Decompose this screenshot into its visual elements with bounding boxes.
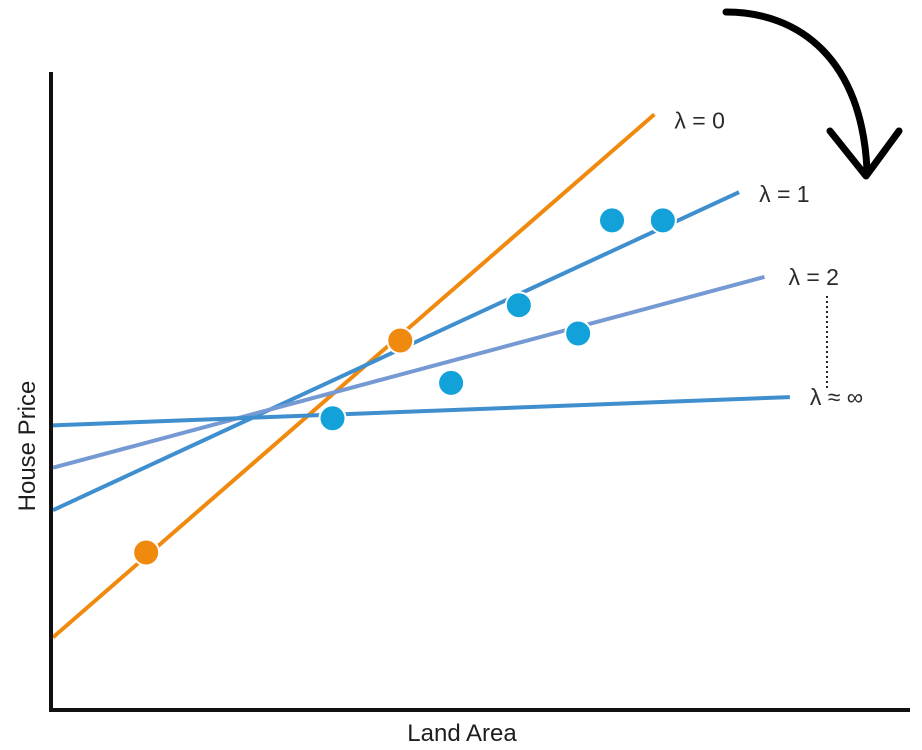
series-line-3 bbox=[52, 395, 790, 428]
data-points bbox=[132, 206, 677, 567]
test-point-2 bbox=[504, 291, 533, 320]
test-point-5 bbox=[648, 206, 677, 235]
series-label-0: λ = 0 bbox=[674, 107, 725, 133]
y-axis-title: House Price bbox=[14, 381, 41, 512]
series-label-3: λ ≈ ∞ bbox=[810, 384, 863, 410]
test-point-3 bbox=[564, 319, 593, 348]
training-point-0 bbox=[132, 538, 161, 567]
test-point-0 bbox=[318, 404, 347, 433]
test-point-1 bbox=[437, 368, 466, 397]
series-label-1: λ = 1 bbox=[759, 181, 810, 207]
training-point-1 bbox=[386, 326, 415, 355]
series-line-2 bbox=[52, 275, 765, 470]
x-axis-title: Land Area bbox=[407, 720, 517, 747]
series-label-2: λ = 2 bbox=[788, 264, 839, 290]
test-point-4 bbox=[598, 206, 627, 235]
curved-arrow-down-icon bbox=[722, 8, 903, 180]
